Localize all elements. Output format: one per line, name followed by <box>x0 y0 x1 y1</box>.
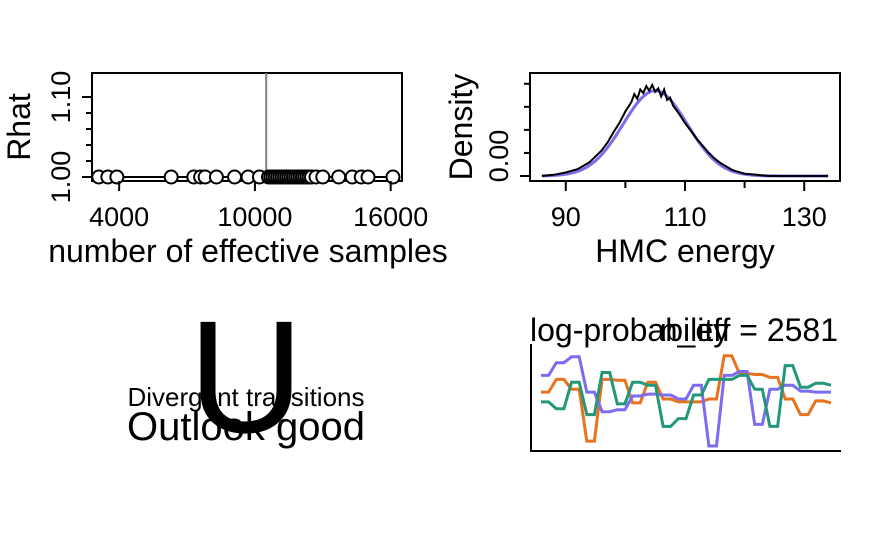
energy-normal-curve <box>541 89 829 178</box>
rhat-plot-frame <box>91 72 403 182</box>
energy-plot-frame <box>529 72 841 182</box>
trace-series-line <box>541 364 832 428</box>
trace-panel: log-probability n_eff = 2581 <box>530 312 841 452</box>
rhat-point <box>163 169 179 185</box>
trace-title-right: n_eff = 2581 <box>660 312 838 348</box>
energy-x-axis-label: HMC energy <box>595 233 775 269</box>
rhat-point <box>360 169 376 185</box>
rhat-y-tick-label: 1.10 <box>46 71 76 124</box>
rhat-y-ticks: 1.00 1.10 <box>46 71 92 204</box>
rhat-x-tick-label: 16000 <box>353 202 428 232</box>
rhat-x-tick-label: 10000 <box>217 202 292 232</box>
divergence-outlook: Outlook good <box>127 405 365 449</box>
rhat-point <box>331 169 347 185</box>
rhat-y-tick-label: 1.00 <box>46 151 76 204</box>
trace-title-left: log-probability <box>530 312 729 348</box>
energy-x-tick-label: 110 <box>663 202 706 232</box>
rhat-x-tick-label: 4000 <box>89 202 149 232</box>
energy-x-ticks: 90 110 130 <box>551 181 827 232</box>
energy-x-tick-label: 90 <box>551 202 581 232</box>
energy-x-tick-label: 130 <box>782 202 827 232</box>
rhat-panel: 4000 10000 16000 1.00 1.10 number of effect… <box>1 71 448 269</box>
energy-y-ticks: 0.00 <box>484 82 530 183</box>
divergence-panel: U Divergent transitions Outlook good <box>127 287 365 466</box>
divergence-symbol: U <box>188 287 304 466</box>
rhat-x-ticks: 4000 10000 16000 <box>89 181 428 232</box>
rhat-point <box>227 169 243 185</box>
energy-empirical-density <box>541 82 829 177</box>
energy-panel: 90 110 130 0.00 HMC energy Density <box>443 72 841 269</box>
rhat-point <box>109 169 125 185</box>
rhat-x-axis-label: number of effective samples <box>48 233 448 269</box>
energy-y-axis-label: Density <box>443 74 479 181</box>
rhat-point <box>315 169 331 185</box>
energy-y-tick-label: 0.00 <box>484 130 514 183</box>
trace-marks <box>541 354 832 448</box>
rhat-point <box>208 169 224 185</box>
rhat-marks <box>91 73 401 185</box>
energy-marks <box>541 82 829 178</box>
divergence-title: Divergent transitions <box>128 382 365 412</box>
rhat-y-axis-label: Rhat <box>1 93 37 161</box>
rhat-point <box>385 169 401 185</box>
